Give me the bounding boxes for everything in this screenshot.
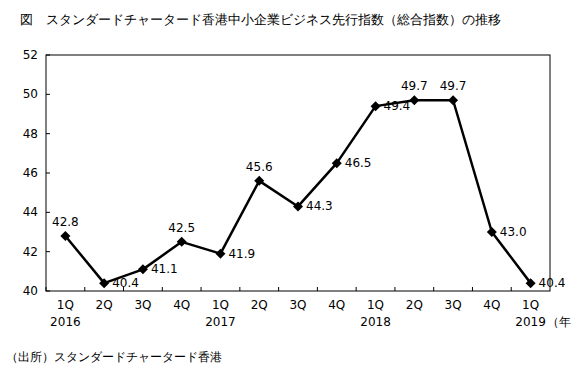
- plot-marks: [60, 95, 535, 288]
- data-marker: [138, 264, 148, 274]
- data-label: 46.5: [345, 156, 372, 170]
- x-tick-label-line: 4Q: [328, 298, 345, 312]
- data-marker: [215, 249, 225, 259]
- x-tick-label-line: 4Q: [483, 298, 500, 312]
- plot-frame: [46, 55, 550, 291]
- data-label: 42.5: [168, 221, 195, 235]
- data-marker: [60, 231, 70, 241]
- x-tick-label: 1Q 2017: [205, 298, 236, 329]
- chart-svg: 図 スタンダードチャータード香港中小企業ビジネス先行指数（総合指数）の推移 40 4…: [0, 0, 572, 377]
- x-tick-label: 3Q: [134, 298, 151, 312]
- x-tick-label: 2Q: [96, 298, 113, 312]
- title: 図 スタンダードチャータード香港中小企業ビジネス先行指数（総合指数）の推移: [20, 12, 501, 27]
- data-marker: [409, 95, 419, 105]
- data-label: 49.7: [440, 79, 467, 93]
- data-label: 43.0: [500, 225, 527, 239]
- x-tick: [472, 287, 473, 291]
- data-line: [65, 100, 530, 283]
- y-tick: [46, 173, 50, 174]
- x-tick-label-line: 2Q: [406, 298, 423, 312]
- x-tick: [433, 287, 434, 291]
- x-tick-label-line: 2016: [50, 315, 81, 329]
- y-tick-label: 40: [23, 284, 38, 298]
- x-tick: [239, 287, 240, 291]
- chart-container: 図 スタンダードチャータード香港中小企業ビジネス先行指数（総合指数）の推移 40 4…: [0, 0, 572, 377]
- background: [0, 0, 572, 377]
- y-tick: [46, 94, 50, 95]
- data-marker: [293, 201, 303, 211]
- x-tick: [201, 287, 202, 291]
- x-tick: [394, 287, 395, 291]
- x-tick-label-line: 2017: [205, 315, 236, 329]
- x-tick: [317, 287, 318, 291]
- data-marker: [526, 278, 536, 288]
- source: （出所）スタンダードチャータード香港: [6, 350, 222, 364]
- x-tick-label: 1Q 2016: [50, 298, 81, 329]
- x-tick-label-line: 1Q: [367, 298, 384, 312]
- x-tick-label: 4Q: [173, 298, 190, 312]
- x-tick-label: 1Q 2019: [515, 298, 546, 329]
- x-tick-label-line: 1Q: [57, 298, 74, 312]
- x-tick: [84, 287, 85, 291]
- y-tick-label: 42: [23, 245, 38, 259]
- data-marker: [448, 95, 458, 105]
- x-tick-label: 4Q: [328, 298, 345, 312]
- data-label: 49.7: [401, 79, 428, 93]
- data-marker: [254, 176, 264, 186]
- x-tick-label-line: 3Q: [134, 298, 151, 312]
- x-tick-label: 2Q: [251, 298, 268, 312]
- x-tick-label: 2Q: [406, 298, 423, 312]
- y-tick-label: 52: [23, 48, 38, 62]
- data-label: 41.1: [151, 262, 178, 276]
- data-label: 41.9: [228, 247, 255, 261]
- data-label: 44.3: [306, 199, 333, 213]
- data-label: 42.8: [52, 215, 79, 229]
- x-tick-label-line: 4Q: [173, 298, 190, 312]
- x-tick-label-line: 2019: [515, 315, 546, 329]
- data-label: 45.6: [246, 160, 273, 174]
- x-tick-label: 1Q 2018: [360, 298, 391, 329]
- data-label: 49.4: [384, 99, 411, 113]
- x-tick-label-line: 2Q: [96, 298, 113, 312]
- data-marker: [371, 101, 381, 111]
- x-tick-label-line: 1Q: [522, 298, 539, 312]
- x-tick: [278, 287, 279, 291]
- x-tick: [162, 287, 163, 291]
- y-tick: [46, 55, 50, 56]
- x-tick-label-line: 3Q: [289, 298, 306, 312]
- data-label: 40.4: [539, 276, 566, 290]
- x-tick: [356, 287, 357, 291]
- y-tick-label: 48: [23, 127, 38, 141]
- y-tick-label: 46: [23, 166, 38, 180]
- data-marker: [177, 237, 187, 247]
- x-tick-label: 3Q: [445, 298, 462, 312]
- x-tick: [46, 287, 47, 291]
- y-tick: [46, 212, 50, 213]
- x-tick-label-line: 1Q: [212, 298, 229, 312]
- data-marker: [487, 227, 497, 237]
- data-marker: [332, 158, 342, 168]
- data-marker: [99, 278, 109, 288]
- x-tick-label-line: 2018: [360, 315, 391, 329]
- y-tick: [46, 291, 50, 292]
- y-tick-label: 50: [23, 87, 38, 101]
- x-tick-label: 3Q: [289, 298, 306, 312]
- data-label: 40.4: [112, 276, 139, 290]
- x-tick: [511, 287, 512, 291]
- y-tick-label: 44: [23, 205, 38, 219]
- y-tick: [46, 133, 50, 134]
- x-tick-label-line: 3Q: [445, 298, 462, 312]
- x-axis-label: （年）: [547, 315, 572, 329]
- x-tick-label: 4Q: [483, 298, 500, 312]
- y-tick: [46, 251, 50, 252]
- x-tick-label-line: 2Q: [251, 298, 268, 312]
